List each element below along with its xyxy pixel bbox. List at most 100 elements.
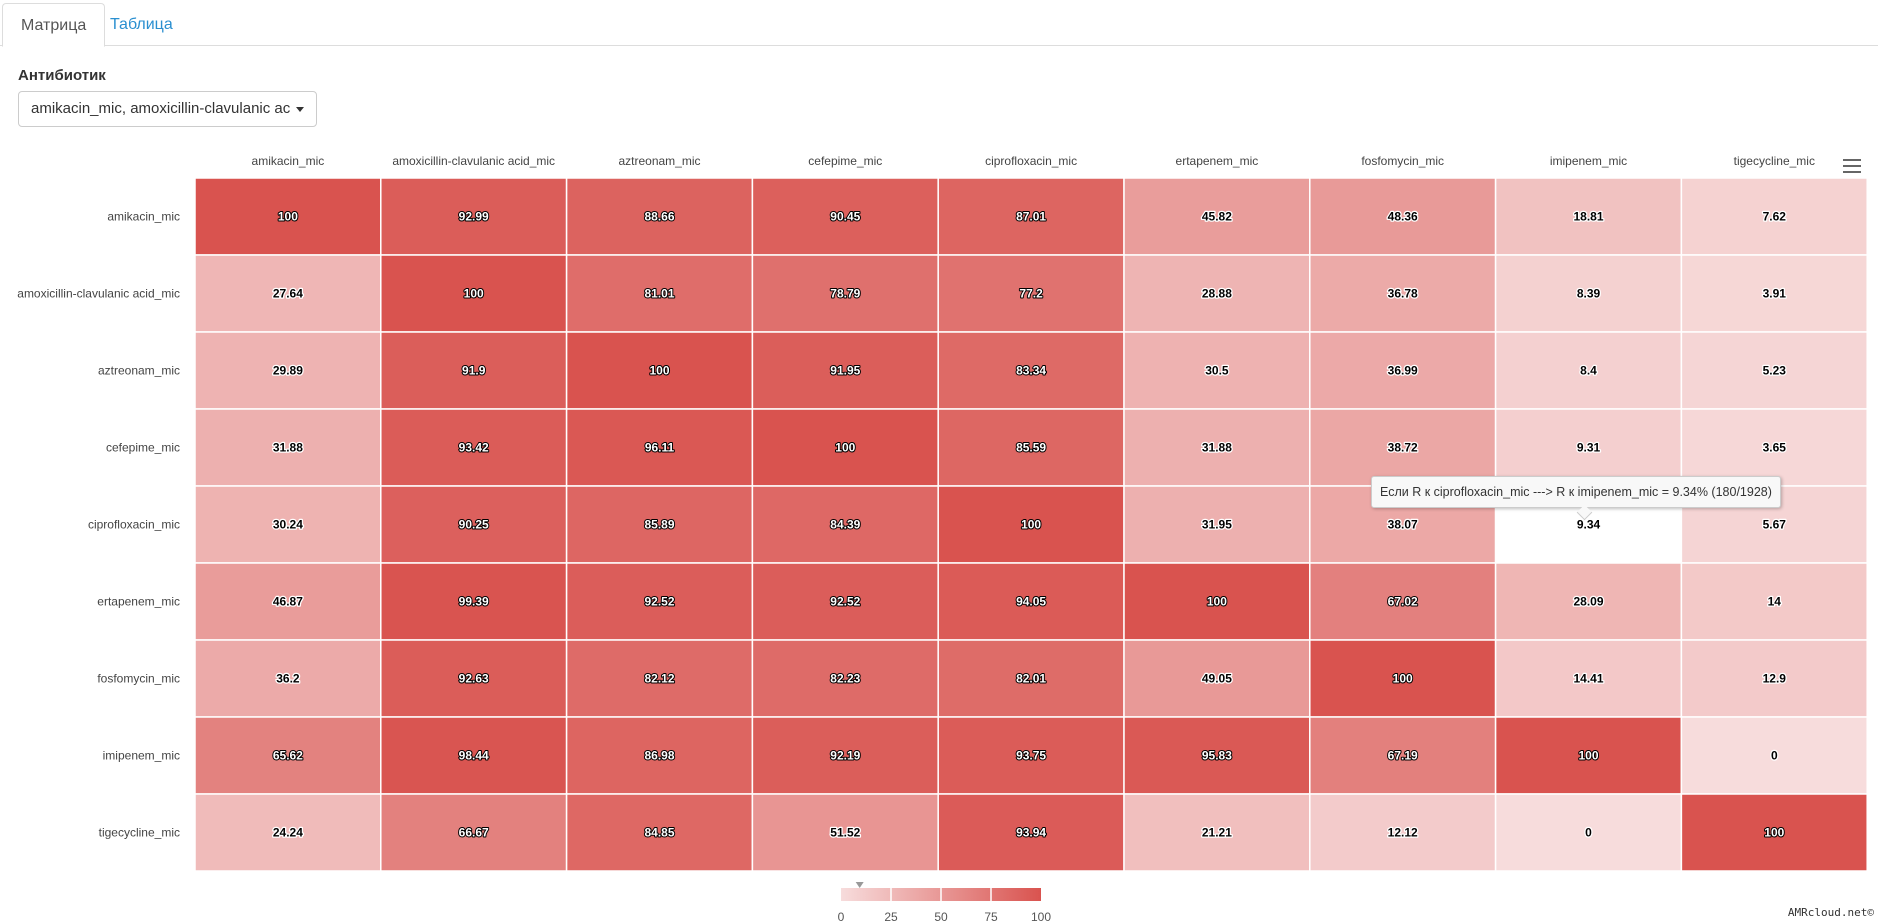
heatmap-cell[interactable] [1494,254,1683,333]
x-axis-label: amoxicillin-clavulanic acid_mic [392,154,555,168]
data-label: 96.11 [645,441,675,455]
heatmap-cell[interactable] [751,331,939,410]
heatmap-cell[interactable] [380,639,568,718]
heatmap-cell[interactable] [937,716,1125,795]
data-label: 77.2 [1019,287,1043,301]
antibiotic-select[interactable]: amikacin_mic, amoxicillin-clavulanic aci… [18,91,317,127]
data-label: 38.72 [1388,441,1418,455]
tab-matrix[interactable]: Матрица [2,3,106,47]
data-label: 24.24 [273,826,303,840]
heatmap-cell[interactable] [194,562,382,641]
y-axis-label: aztreonam_mic [98,364,180,378]
data-label: 3.65 [1763,441,1787,455]
heatmap-cell[interactable] [1123,177,1311,256]
y-axis-label: amoxicillin-clavulanic acid_mic [17,287,180,301]
heatmap-cell[interactable] [937,793,1125,872]
heatmap-cell[interactable] [380,793,568,872]
data-label: 14.41 [1573,672,1603,686]
heatmap-cell[interactable] [751,793,939,872]
heatmap-cell[interactable] [1123,562,1311,641]
y-axis-label: ertapenem_mic [97,595,180,609]
data-label: 8.39 [1577,287,1601,301]
heatmap-cell[interactable] [194,408,382,487]
heatmap-cell[interactable] [565,254,754,333]
heatmap-cell[interactable] [751,254,939,333]
y-axis-label: imipenem_mic [103,749,180,763]
heatmap-cell[interactable] [937,562,1125,641]
legend-marker [855,882,864,888]
heatmap-cell[interactable] [937,331,1125,410]
data-label: 9.34 [1577,518,1601,532]
heatmap-cell[interactable] [1494,177,1683,256]
heatmap-cell[interactable] [380,562,568,641]
heatmap-cell[interactable] [1680,793,1868,872]
heatmap-cell[interactable] [1309,716,1497,795]
heatmap-cell[interactable] [1309,331,1497,410]
heatmap-cell[interactable] [1123,716,1311,795]
heatmap-cell[interactable] [937,254,1125,333]
heatmap-cell[interactable] [194,177,382,256]
heatmap-cell[interactable] [1680,254,1868,333]
y-axis-label: amikacin_mic [107,210,180,224]
heatmap-cell[interactable] [1494,562,1683,641]
hamburger-menu-icon[interactable] [1843,159,1861,173]
data-label: 100 [1021,518,1041,532]
heatmap-cell[interactable] [1123,793,1311,872]
heatmap-cell[interactable] [565,793,754,872]
data-label: 90.45 [830,210,860,224]
heatmap-cell[interactable] [565,331,754,410]
legend-tick-label: 0 [838,910,845,924]
heatmap-cell[interactable] [380,485,568,564]
data-label: 81.01 [644,287,674,301]
heatmap-cell[interactable] [1309,254,1497,333]
data-label: 88.66 [644,210,674,224]
heatmap-cell[interactable] [194,716,382,795]
heatmap-cell[interactable] [1680,716,1868,795]
data-label: 51.52 [830,826,860,840]
heatmap-cell[interactable] [751,716,939,795]
data-label: 5.23 [1763,364,1787,378]
heatmap-cell[interactable] [751,485,939,564]
heatmap-cell[interactable] [194,485,382,564]
heatmap-cell[interactable] [565,485,754,564]
heatmap-chart: amikacin_mic amoxicillin-clavulanic acid_… [17,154,1868,924]
heatmap-cell[interactable] [1680,331,1868,410]
heatmap-cell[interactable] [380,331,568,410]
heatmap-cell[interactable] [194,254,382,333]
x-axis-label: ertapenem_mic [1176,154,1259,168]
heatmap-cell[interactable] [751,177,939,256]
x-axis-label: ciprofloxacin_mic [985,154,1077,168]
heatmap-cell[interactable] [1309,793,1497,872]
data-label: 92.19 [830,749,860,763]
heatmap-cell[interactable] [751,562,939,641]
heatmap-cell[interactable] [1494,408,1683,487]
heatmap-cell[interactable] [380,177,568,256]
heatmap-cell[interactable] [565,716,754,795]
credit-text: AMRcloud.net© [1787,906,1874,919]
data-label: 36.78 [1388,287,1418,301]
heatmap-cell[interactable] [565,177,754,256]
heatmap-cell[interactable] [194,331,382,410]
data-label: 36.2 [276,672,300,686]
heatmap-cell[interactable] [1123,485,1311,564]
heatmap-cell[interactable] [1680,562,1868,641]
legend-tick-label: 75 [984,910,998,924]
data-label: 48.36 [1388,210,1418,224]
heatmap-cell[interactable] [937,639,1125,718]
x-axis-label: cefepime_mic [808,154,882,168]
heatmap-cell[interactable] [1680,408,1868,487]
heatmap-cell[interactable] [937,177,1125,256]
heatmap-cell[interactable] [751,408,939,487]
data-label: 84.85 [644,826,674,840]
tab-table[interactable]: Таблица [110,16,173,33]
data-label: 100 [1207,595,1227,609]
data-label: 92.99 [459,210,489,224]
data-label: 0 [1585,826,1592,840]
data-label: 67.02 [1388,595,1418,609]
heatmap-cell[interactable] [194,793,382,872]
heatmap-cell[interactable] [1309,639,1497,718]
heatmap-cell[interactable] [565,562,754,641]
heatmap-cell[interactable] [194,639,382,718]
data-label: 95.83 [1202,749,1232,763]
heatmap-cell[interactable] [380,408,568,487]
